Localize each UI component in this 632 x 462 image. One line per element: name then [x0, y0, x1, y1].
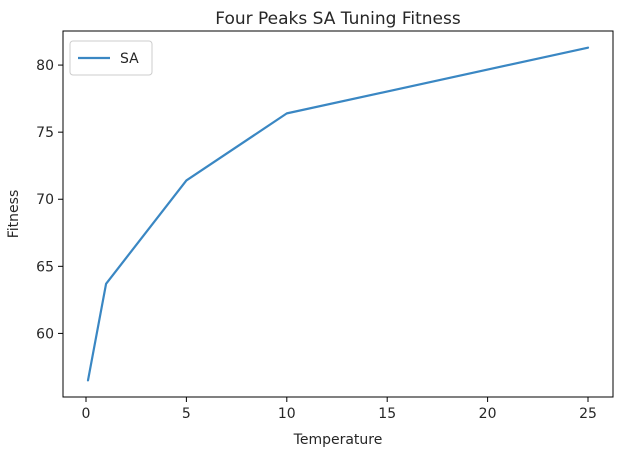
y-tick-label: 80 [36, 58, 54, 74]
y-axis: 60 65 70 75 80 [36, 58, 63, 342]
legend-box [69, 40, 153, 76]
y-tick-label: 70 [36, 192, 54, 208]
legend-label-sa: SA [120, 51, 139, 67]
x-tick-label: 15 [378, 406, 396, 422]
x-axis: 0 5 10 15 20 25 [82, 397, 597, 422]
y-tick-label: 60 [36, 326, 54, 342]
y-tick-label: 65 [36, 259, 54, 275]
x-tick-label: 25 [579, 406, 597, 422]
axes-frame [62, 30, 614, 398]
plot-area [86, 46, 590, 382]
x-axis-label: Temperature [293, 432, 383, 448]
x-tick-label: 0 [82, 406, 91, 422]
x-tick-label: 10 [278, 406, 296, 422]
y-tick-label: 75 [36, 125, 54, 141]
x-tick-label: 20 [479, 406, 497, 422]
legend: SA [69, 40, 153, 76]
series-line-sa [86, 46, 590, 382]
x-tick-label: 5 [182, 406, 191, 422]
y-axis-label: Fitness [6, 190, 22, 239]
chart-title: Four Peaks SA Tuning Fitness [215, 9, 461, 29]
